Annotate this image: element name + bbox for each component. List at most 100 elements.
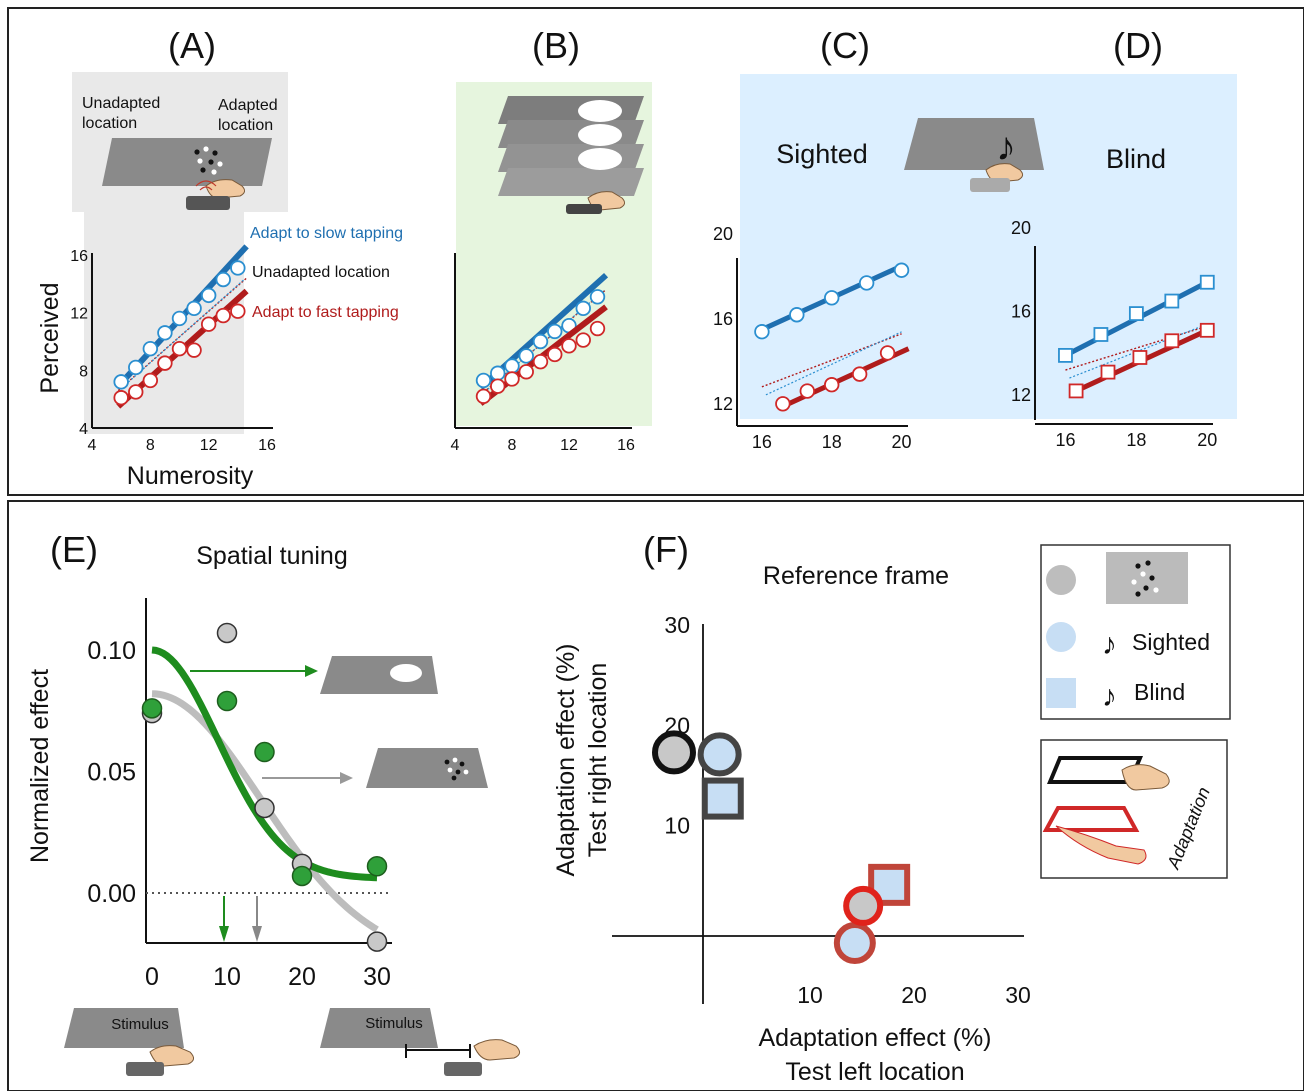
fast-data-point [518, 364, 534, 380]
green-data-point [216, 690, 238, 712]
adapted-location-label: location [218, 117, 273, 134]
slow-data-point [504, 358, 520, 374]
panel-f-xlabel: Test left location [785, 1058, 964, 1086]
fast-data-point [475, 388, 492, 404]
legend-unadapted: Unadapted location [252, 264, 390, 281]
stimulus-label: Stimulus [365, 1015, 423, 1032]
y-tick-label: 0.10 [87, 637, 136, 665]
fast-data-point [1068, 383, 1084, 399]
tapping-button-icon [186, 196, 230, 210]
fast-data-point [1132, 350, 1148, 365]
legend-adapt-fast: Adapt to fast tapping [252, 304, 399, 321]
grey-data-point [652, 730, 696, 775]
green-threshold-arrowhead [219, 926, 229, 942]
slow-data-point [113, 374, 129, 390]
grey-data-point [843, 885, 884, 926]
fast-data-point [504, 371, 520, 387]
x-tick-label: 10 [213, 963, 241, 991]
grey-threshold-arrowhead [252, 926, 262, 942]
hand-icon [1121, 764, 1170, 791]
legend-dot-stimulus [1106, 552, 1188, 604]
x-tick-label: 0 [145, 963, 159, 991]
x-tick-label: 10 [797, 982, 823, 1008]
fast-data-point [1164, 333, 1180, 349]
y-tick-label: 20 [1011, 218, 1031, 238]
green-data-point [366, 856, 388, 877]
y-tick-label: 16 [713, 309, 733, 329]
x-tick-label: 12 [560, 437, 578, 454]
dot-array [444, 759, 450, 765]
x-tick-label: 4 [451, 437, 460, 454]
panel-f-ylabel: Adaptation effect (%) [552, 643, 580, 876]
slow-data-point [230, 260, 246, 276]
dot-array [447, 767, 453, 773]
blind-data-point [701, 777, 744, 820]
y-tick-label: 12 [70, 306, 88, 323]
x-tick-label: 16 [258, 437, 276, 454]
dot-array [200, 167, 206, 173]
panel-f-xlabel: Adaptation effect (%) [758, 1024, 991, 1052]
fast-data-point [1199, 322, 1215, 338]
slow-data-point [858, 275, 875, 291]
panel-label-a: (A) [168, 25, 216, 66]
unadapted-location-label: Unadapted [82, 95, 160, 112]
unadapted-fit-line [765, 331, 902, 396]
dot-array [455, 769, 461, 775]
fast-data-point [775, 396, 791, 412]
blind-data-point [868, 863, 911, 906]
fast-data-point [799, 383, 815, 399]
table-surface [102, 138, 272, 186]
adaptation-illustration: Adaptation [1040, 739, 1228, 879]
y-tick-label: 30 [664, 612, 690, 638]
dot-array [463, 769, 469, 775]
y-tick-label: 16 [70, 248, 88, 265]
chart-b: 4 8 12 16 [451, 253, 635, 454]
chart-e: 0 10 20 30 0.00 0.05 0.10 [87, 598, 392, 991]
panel-a-plot-background [84, 212, 244, 434]
chart-a: 4 8 12 16 4 8 12 16 [70, 244, 276, 454]
dot-array [1140, 571, 1146, 577]
green-pointer-arrowhead [305, 665, 318, 677]
hand-icon [473, 1039, 520, 1061]
panel-e-illustrations: Stimulus Stimulus [64, 656, 520, 1076]
stimulus-plane [498, 120, 644, 148]
dot-array [1135, 591, 1141, 597]
x-tick-label: 30 [1005, 982, 1031, 1008]
music-note-icon: ♪ [1102, 680, 1117, 713]
panel-e-title: Spatial tuning [196, 542, 348, 570]
dot-array [194, 149, 200, 155]
dot-array [208, 159, 214, 165]
panel-f-ylabel: Test right location [584, 663, 612, 858]
stimulus-plane [366, 748, 488, 788]
panel-f-legend: ♪ Sighted ♪ Blind [1040, 544, 1231, 720]
y-tick-label: 12 [713, 394, 733, 414]
slow-data-point [589, 289, 606, 305]
panel-d-title: Blind [1106, 144, 1166, 174]
fast-data-point [575, 332, 591, 348]
slow-data-point [157, 325, 173, 341]
panel-label-d: (D) [1113, 25, 1163, 66]
slow-data-point [142, 341, 159, 357]
stimulus-ellipse [578, 148, 622, 170]
y-tick-label: 16 [1011, 302, 1031, 322]
fast-data-point [561, 338, 577, 354]
fast-data-point [157, 355, 173, 371]
dot-array [452, 757, 458, 763]
x-tick-label: 12 [200, 437, 218, 454]
slow-data-point [128, 359, 144, 376]
panel-f-title: Reference frame [763, 562, 949, 590]
adapted-location-label: Adapted [218, 97, 278, 114]
sighted-data-point [833, 922, 876, 965]
slow-data-point [518, 348, 534, 364]
stimulus-plane [498, 96, 644, 124]
slow-data-point [186, 300, 202, 317]
y-tick-label: 12 [1011, 385, 1031, 405]
y-tick-label: 0.00 [87, 880, 136, 908]
slow-data-point [824, 290, 840, 306]
fast-data-point [589, 320, 606, 337]
tapping-button-icon [444, 1062, 482, 1076]
tapping-button-icon [566, 204, 602, 214]
stimulus-ellipse [578, 100, 622, 122]
legend-blind-marker [1046, 678, 1076, 708]
